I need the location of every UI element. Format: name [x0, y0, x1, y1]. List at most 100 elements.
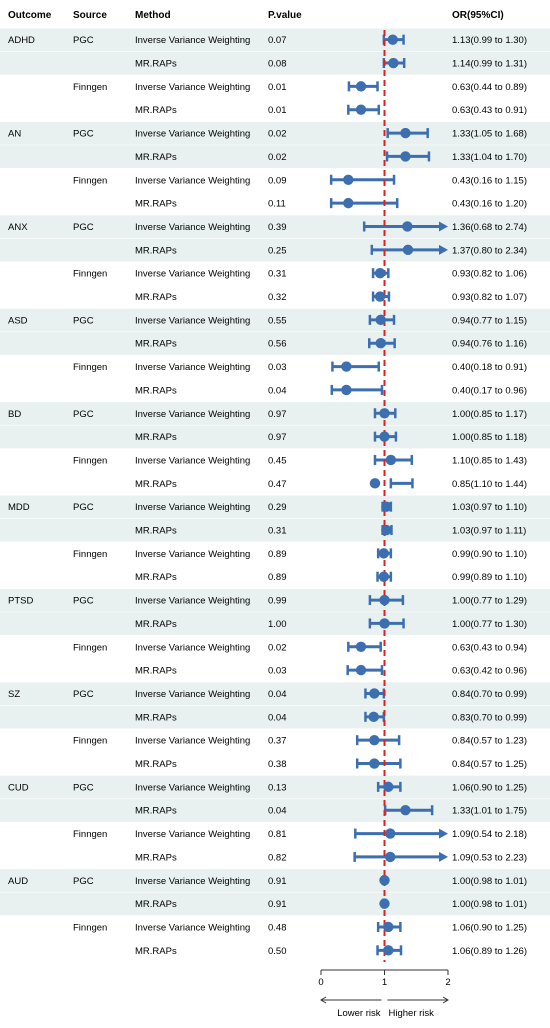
or-point [385, 851, 396, 863]
or-point [343, 174, 354, 185]
method-label: MR.RAPs [135, 339, 177, 350]
method-label: Inverse Variance Weighting [135, 455, 250, 466]
method-label: MR.RAPs [135, 759, 177, 770]
source-label: Finngen [73, 269, 107, 280]
or-point [400, 151, 411, 162]
row-band [0, 892, 550, 916]
column-headers: Outcome Source Method P.value OR(95%CI) [8, 10, 504, 21]
or-ci-label: 1.33(1.05 to 1.68) [452, 129, 527, 140]
row-band [0, 121, 550, 145]
pvalue-label: 0.04 [268, 385, 287, 396]
or-point [379, 898, 390, 909]
or-point [379, 618, 390, 629]
or-ci-label: 0.94(0.77 to 1.15) [452, 315, 527, 326]
pvalue-label: 0.11 [268, 199, 286, 210]
or-ci-label: 0.63(0.43 to 0.91) [452, 105, 527, 116]
or-point [381, 501, 392, 512]
pvalue-label: 0.97 [268, 409, 287, 420]
pvalue-label: 0.04 [268, 806, 287, 817]
row-band [0, 799, 550, 822]
source-label: PGC [73, 502, 94, 513]
or-ci-label: 1.00(0.77 to 1.29) [452, 596, 527, 607]
method-label: Inverse Variance Weighting [135, 35, 250, 46]
or-point [388, 57, 399, 69]
table-cells: ADHD PGC Inverse Variance Weighting 0.07 1.1… [8, 35, 527, 957]
method-label: Inverse Variance Weighting [135, 642, 250, 653]
ci-arrow [439, 851, 448, 862]
source-label: Finngen [73, 455, 107, 466]
or-point [375, 338, 386, 349]
source-label: Finngen [73, 362, 107, 373]
or-ci-label: 1.09(0.54 to 2.18) [452, 829, 527, 840]
row-band [0, 518, 550, 542]
pvalue-label: 0.08 [268, 59, 287, 70]
lower-risk-label: Lower risk [337, 1008, 381, 1019]
method-label: MR.RAPs [135, 572, 177, 583]
header-outcome: Outcome [8, 10, 52, 21]
method-label: MR.RAPs [135, 852, 177, 863]
tick-label: 1 [382, 977, 387, 988]
row-band [0, 588, 550, 612]
or-ci-label: 1.00(0.98 to 1.01) [452, 899, 527, 910]
source-label: Finngen [73, 736, 107, 747]
pvalue-label: 0.09 [268, 175, 287, 186]
row-band [0, 775, 550, 799]
row-band [0, 332, 550, 355]
header-or: OR(95%CI) [452, 10, 504, 21]
row-band [0, 705, 550, 729]
or-ci-label: 0.84(0.57 to 1.25) [452, 759, 527, 770]
row-band [0, 145, 550, 169]
pvalue-label: 0.37 [268, 736, 287, 747]
source-label: Finngen [73, 549, 107, 560]
source-label: PGC [73, 876, 94, 887]
method-label: Inverse Variance Weighting [135, 689, 250, 700]
or-point [379, 875, 390, 886]
or-ci-label: 0.99(0.90 to 1.10) [452, 549, 527, 560]
pvalue-label: 0.02 [268, 129, 287, 140]
method-label: MR.RAPs [135, 105, 177, 116]
row-bands [0, 28, 550, 916]
method-label: Inverse Variance Weighting [135, 222, 250, 233]
or-ci-label: 1.37(0.80 to 2.34) [452, 245, 527, 256]
or-ci-label: 1.03(0.97 to 1.10) [452, 502, 527, 513]
pvalue-label: 0.89 [268, 549, 287, 560]
or-point [374, 291, 386, 302]
or-point [379, 431, 390, 442]
method-label: MR.RAPs [135, 199, 177, 210]
source-label: Finngen [73, 922, 107, 933]
or-ci-label: 1.33(1.04 to 1.70) [452, 152, 527, 163]
or-point [385, 454, 397, 466]
or-ci-label: 0.43(0.16 to 1.20) [452, 199, 527, 210]
method-label: Inverse Variance Weighting [135, 409, 250, 420]
or-point [369, 478, 381, 489]
pvalue-label: 0.03 [268, 362, 287, 373]
or-point [383, 945, 394, 956]
pvalue-label: 0.81 [268, 829, 287, 840]
method-label: MR.RAPs [135, 666, 177, 677]
or-ci-label: 1.00(0.85 to 1.17) [452, 409, 527, 420]
method-label: Inverse Variance Weighting [135, 129, 250, 140]
or-point [369, 734, 380, 746]
row-band [0, 402, 550, 425]
or-point [379, 594, 390, 606]
pvalue-label: 0.91 [268, 876, 287, 887]
higher-risk-arrowhead [442, 996, 449, 1004]
method-label: Inverse Variance Weighting [135, 782, 250, 793]
pvalue-label: 0.48 [268, 922, 287, 933]
or-point [383, 921, 394, 933]
method-label: Inverse Variance Weighting [135, 549, 250, 560]
or-ci-label: 1.06(0.90 to 1.25) [452, 922, 527, 933]
or-ci-label: 0.40(0.18 to 0.91) [452, 362, 527, 373]
or-point [369, 758, 380, 769]
method-label: MR.RAPs [135, 712, 177, 723]
or-point [343, 197, 354, 209]
pvalue-label: 0.01 [268, 82, 287, 93]
pvalue-label: 0.47 [268, 479, 287, 490]
row-band [0, 869, 550, 892]
source-label: PGC [73, 596, 94, 607]
pvalue-label: 0.29 [268, 502, 287, 513]
or-point [383, 781, 394, 793]
row-band [0, 495, 550, 519]
method-label: Inverse Variance Weighting [135, 315, 250, 326]
outcome-label: ASD [8, 315, 28, 326]
